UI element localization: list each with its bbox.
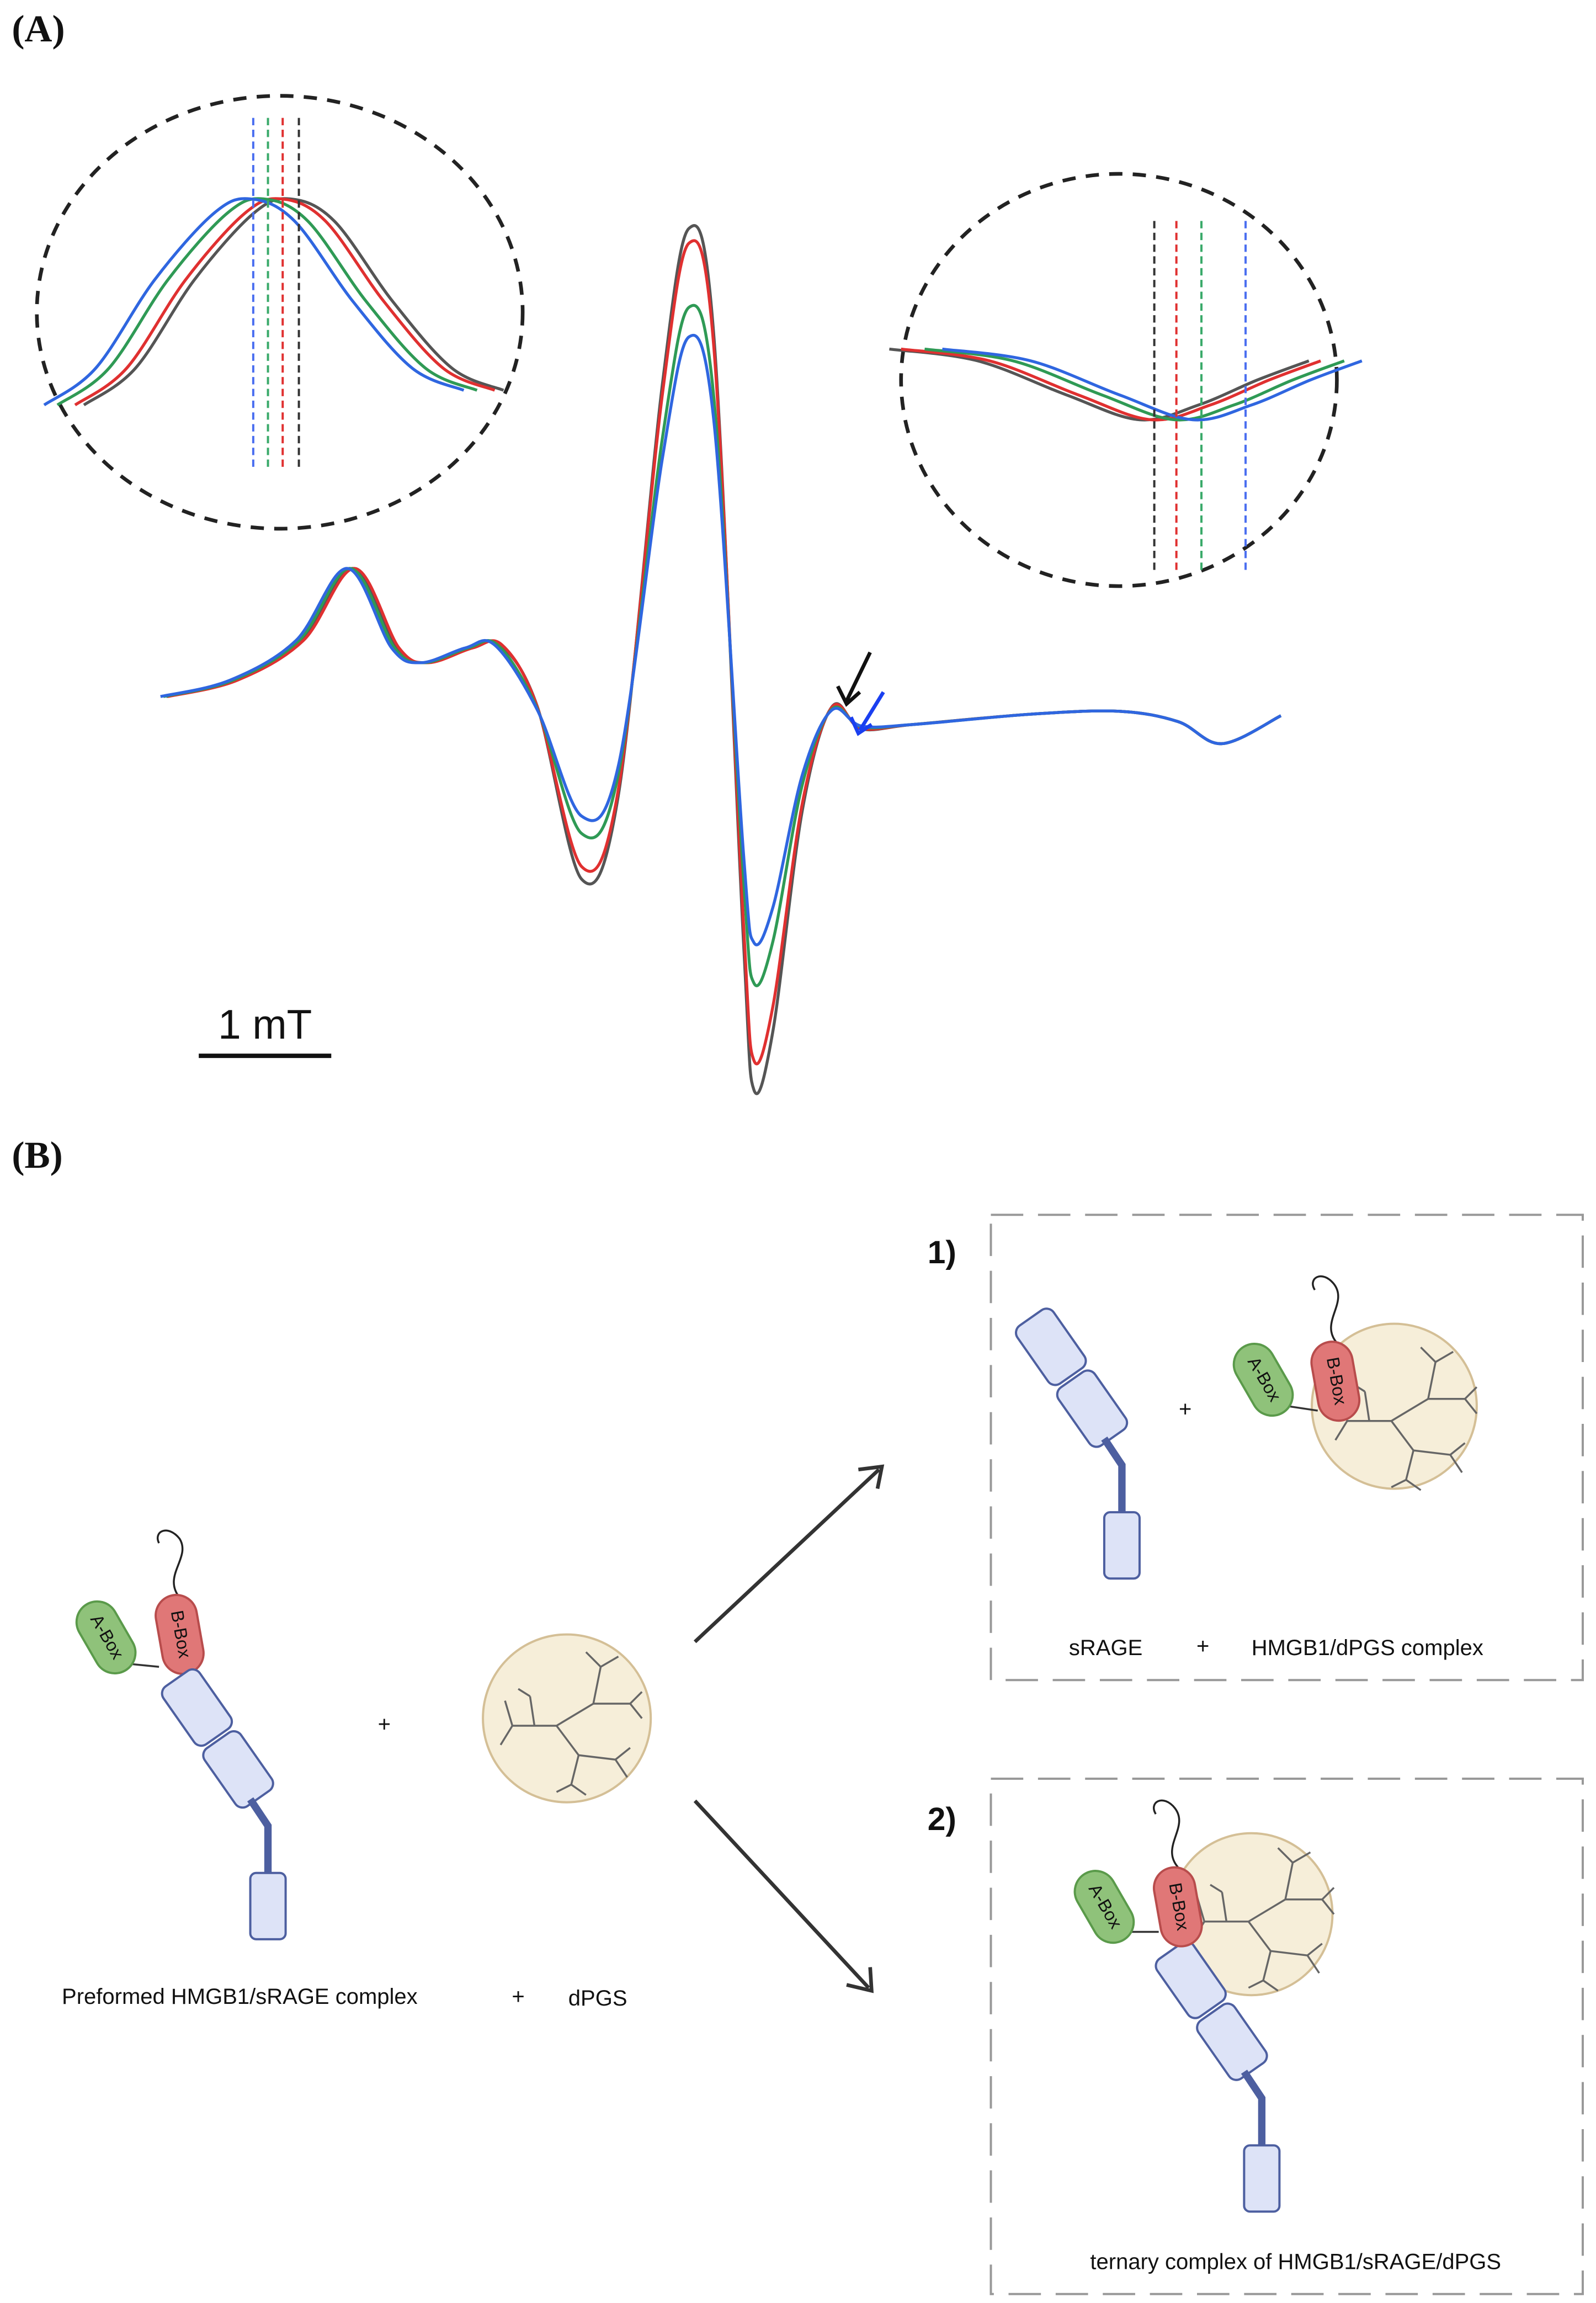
spectra (43, 197, 1363, 1095)
spectrum-curve (942, 347, 1363, 422)
outcome-number: 1) (928, 1235, 956, 1270)
spectrum-curve (160, 333, 1282, 946)
zoom-circle (35, 94, 525, 531)
plus: + (1179, 1397, 1191, 1422)
plus: + (1196, 1634, 1209, 1658)
arrow (836, 651, 872, 707)
zoom-circle (899, 172, 1339, 588)
hmgb1-dpgs: A-Box B-Box (1232, 1275, 1478, 1491)
caption: sRAGE (1069, 1636, 1142, 1660)
caption: Preformed HMGB1/sRAGE complex (62, 1985, 418, 2009)
spectrum-curve (166, 224, 1282, 1095)
spectrum-curve (43, 197, 465, 407)
dpgs (482, 1633, 652, 1804)
spectrum-curve (889, 347, 1310, 422)
caption: HMGB1/dPGS complex (1252, 1636, 1483, 1660)
arrow (693, 1464, 885, 1644)
panel-label: (B) (12, 1134, 62, 1177)
arrow (693, 1799, 874, 1993)
spectrum-curve (83, 197, 504, 407)
srage (1013, 1305, 1140, 1578)
start-complex: A-Box B-Box (75, 1529, 286, 1939)
spectrum-curve (924, 347, 1345, 422)
outcome-box (989, 1214, 1584, 1682)
arrow (849, 691, 885, 736)
ternary-complex: A-Box B-Box (1073, 1799, 1335, 2211)
caption: ternary complex of HMGB1/sRAGE/dPGS (1090, 2249, 1501, 2274)
plus: + (512, 1985, 524, 2009)
outcome-number: 2) (928, 1801, 956, 1837)
outcome-box (989, 1778, 1584, 2295)
spectrum-curve (56, 197, 478, 407)
spectrum-curve (74, 197, 496, 407)
panel-label: (A) (12, 8, 65, 50)
scale-label: 1 mT (218, 1001, 312, 1047)
caption: dPGS (568, 1986, 627, 2011)
spectrum-curve (901, 347, 1322, 422)
plus: + (378, 1712, 391, 1737)
spectrum-curve (167, 239, 1282, 1066)
